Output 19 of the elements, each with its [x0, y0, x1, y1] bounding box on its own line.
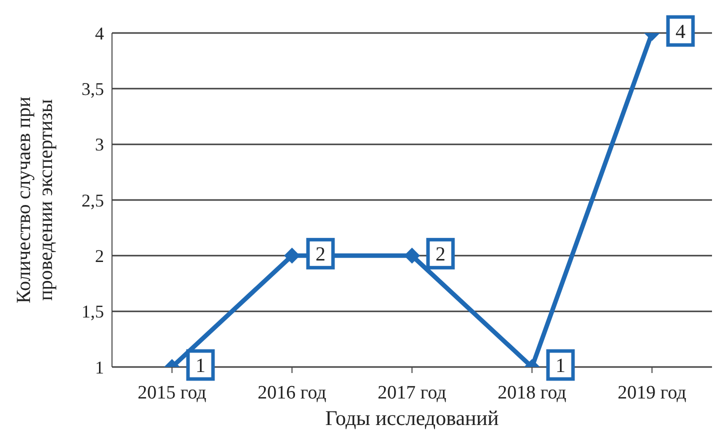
data-label: 4 — [676, 21, 686, 43]
y-tick-label: 3 — [95, 134, 104, 155]
y-tick-label: 1 — [95, 357, 104, 378]
x-axis-title: Годы исследований — [325, 406, 499, 430]
data-label: 2 — [436, 244, 446, 266]
y-tick-label: 3,5 — [82, 79, 104, 100]
y-tick-label: 2 — [95, 246, 104, 266]
y-tick-label: 2,5 — [82, 190, 104, 210]
y-tick-label: 4 — [95, 23, 104, 44]
data-label: 2 — [316, 244, 326, 266]
y-axis-title: Количество случаев при проведении экспертизы — [13, 96, 57, 304]
x-tick-label: 2017 год — [378, 382, 447, 404]
data-label: 1 — [556, 355, 566, 377]
x-tick-label: 2015 год — [138, 382, 207, 404]
y-tick-label: 1,5 — [82, 302, 104, 322]
data-label: 1 — [196, 355, 206, 377]
x-tick-label: 2018 год — [498, 382, 567, 404]
x-tick-label: 2016 год — [258, 382, 327, 404]
x-tick-label: 2019 год — [618, 382, 687, 404]
